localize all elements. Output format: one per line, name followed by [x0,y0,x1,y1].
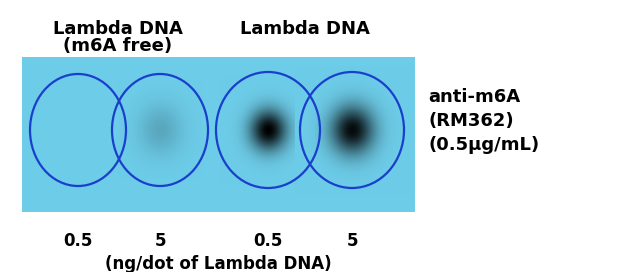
Text: (0.5μg/mL): (0.5μg/mL) [428,136,539,154]
Text: 5: 5 [346,232,358,250]
Text: (ng/dot of Lambda DNA): (ng/dot of Lambda DNA) [105,255,332,272]
Text: 5: 5 [154,232,166,250]
Text: Lambda DNA: Lambda DNA [53,20,183,38]
Text: 0.5: 0.5 [63,232,93,250]
Text: (m6A free): (m6A free) [63,37,173,55]
Text: Lambda DNA: Lambda DNA [240,20,370,38]
Text: 0.5: 0.5 [253,232,283,250]
Text: (RM362): (RM362) [428,112,514,130]
Text: anti-m6A: anti-m6A [428,88,520,106]
Bar [22,57,415,212]
